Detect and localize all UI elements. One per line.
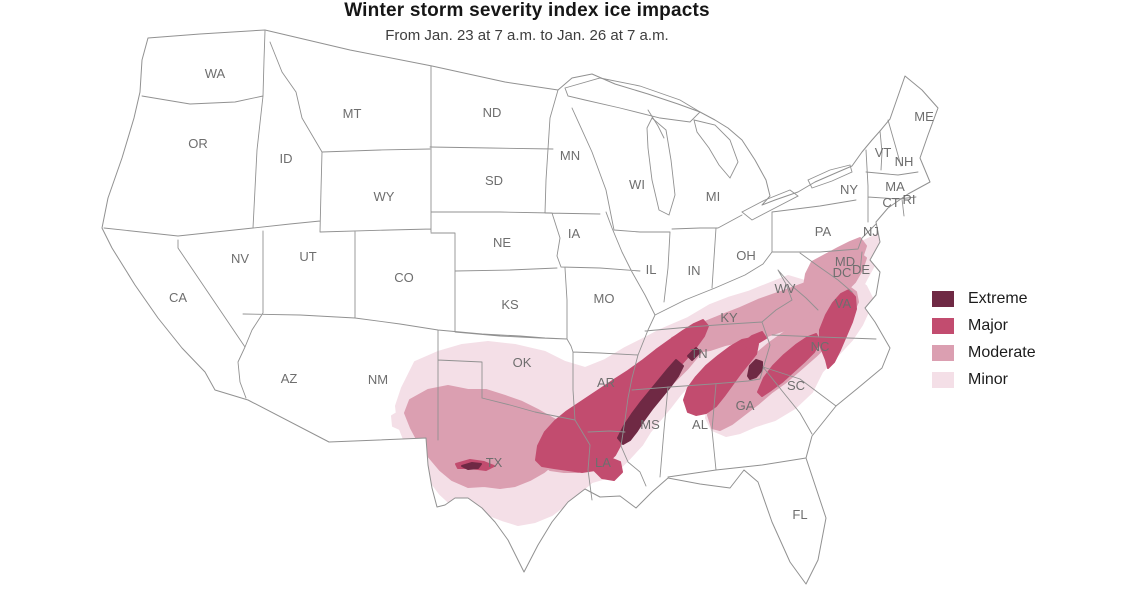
state-borders — [103, 30, 919, 501]
state-labels: WA OR CA NV ID MT WY UT CO AZ NM ND SD NE KS OK TX MN IA MO… — [169, 66, 934, 522]
state-label-la: LA — [595, 455, 611, 470]
storm-overlay — [391, 231, 885, 526]
state-label-wi: WI — [629, 177, 645, 192]
state-label-mt: MT — [343, 106, 362, 121]
legend-item-major: Major — [932, 318, 1036, 334]
state-label-co: CO — [394, 270, 414, 285]
state-label-ar: AR — [597, 375, 615, 390]
legend-label-major: Major — [968, 317, 1009, 334]
state-label-ct: CT — [882, 195, 899, 210]
state-label-nc: NC — [811, 339, 830, 354]
lake-huron — [693, 119, 739, 179]
chart-title: Winter storm severity index ice impacts — [344, 0, 710, 21]
state-label-ut: UT — [299, 249, 316, 264]
state-label-va: VA — [835, 296, 852, 311]
state-label-ny: NY — [840, 182, 858, 197]
lake-superior — [564, 77, 701, 123]
state-label-il: IL — [646, 262, 657, 277]
state-label-tx: TX — [486, 455, 503, 470]
chart-subtitle: From Jan. 23 at 7 a.m. to Jan. 26 at 7 a… — [385, 26, 669, 44]
legend-item-moderate: Moderate — [932, 345, 1036, 361]
state-label-ma: MA — [885, 179, 905, 194]
state-label-oh: OH — [736, 248, 756, 263]
state-label-ia: IA — [568, 226, 581, 241]
state-label-dc: DC — [833, 265, 852, 280]
state-label-pa: PA — [815, 224, 832, 239]
legend-swatch-moderate — [932, 345, 954, 361]
state-label-mo: MO — [594, 291, 615, 306]
state-label-az: AZ — [281, 371, 298, 386]
lake-michigan — [646, 117, 676, 216]
state-label-ga: GA — [736, 398, 755, 413]
state-label-fl: FL — [792, 507, 807, 522]
legend-label-extreme: Extreme — [968, 290, 1028, 307]
state-label-wa: WA — [205, 66, 226, 81]
state-label-wv: WV — [775, 281, 796, 296]
state-label-ne: NE — [493, 235, 511, 250]
state-label-ca: CA — [169, 290, 187, 305]
state-label-wy: WY — [374, 189, 395, 204]
state-label-de: DE — [852, 262, 870, 277]
state-label-sc: SC — [787, 378, 805, 393]
great-lakes — [564, 77, 853, 221]
us-coastline — [101, 29, 939, 585]
state-label-vt: VT — [875, 145, 892, 160]
state-label-al: AL — [692, 417, 708, 432]
state-label-id: ID — [280, 151, 293, 166]
state-label-mi: MI — [706, 189, 720, 204]
state-label-nj: NJ — [863, 224, 879, 239]
state-label-mn: MN — [560, 148, 580, 163]
legend-swatch-minor — [932, 372, 954, 388]
state-label-sd: SD — [485, 173, 503, 188]
storm-layer-extreme — [461, 347, 763, 470]
legend-label-moderate: Moderate — [968, 344, 1036, 361]
state-label-md: MD — [835, 254, 855, 269]
state-label-in: IN — [688, 263, 701, 278]
legend: Extreme Major Moderate Minor — [932, 291, 1036, 388]
legend-label-minor: Minor — [968, 371, 1009, 388]
legend-item-extreme: Extreme — [932, 291, 1036, 307]
state-label-tn: TN — [690, 346, 707, 361]
legend-swatch-major — [932, 318, 954, 334]
state-label-nv: NV — [231, 251, 249, 266]
state-label-ky: KY — [720, 310, 738, 325]
chart-header: Winter storm severity index ice impacts … — [344, 0, 710, 44]
lake-erie — [741, 189, 799, 221]
legend-swatch-extreme — [932, 291, 954, 307]
state-label-ks: KS — [501, 297, 519, 312]
state-label-or: OR — [188, 136, 208, 151]
state-label-me: ME — [914, 109, 934, 124]
state-label-ok: OK — [513, 355, 532, 370]
legend-item-minor: Minor — [932, 372, 1036, 388]
state-label-nd: ND — [483, 105, 502, 120]
state-label-ri: RI — [903, 192, 916, 207]
state-label-nh: NH — [895, 154, 914, 169]
state-label-ms: MS — [640, 417, 660, 432]
state-label-nm: NM — [368, 372, 388, 387]
